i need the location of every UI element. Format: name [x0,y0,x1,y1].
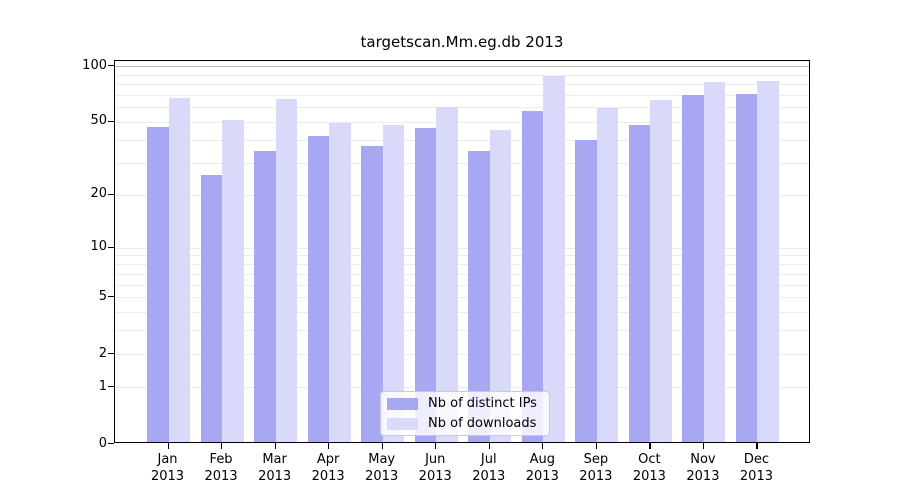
bar-apr-downloads [329,123,351,442]
x-tick-mark-may [381,443,383,449]
y-tick-label-2: 2 [98,345,107,361]
bar-jan-distinct-ips [147,126,169,442]
x-tick-label-jun: Jun 2013 [418,452,452,484]
bar-feb-downloads [222,119,244,442]
bar-jul-downloads [489,130,512,442]
x-tick-label-sep: Sep 2013 [579,452,613,484]
gridline-80 [115,84,809,86]
x-tick-mark-aug [542,443,544,449]
bar-feb-distinct-ips [200,175,223,442]
bar-dec-downloads [757,81,779,442]
y-tick-mark-10 [108,246,114,248]
x-tick-label-mar: Mar 2013 [258,452,292,484]
bar-may-distinct-ips [361,146,383,442]
gridline-3 [115,330,809,332]
x-tick-label-dec: Dec 2013 [739,452,773,484]
gridline-8 [115,264,809,266]
gridline-30 [115,162,809,164]
gridline-70 [115,94,809,96]
legend-label-distinct-ips: Nb of distinct IPs [428,396,537,411]
y-tick-label-1: 1 [98,378,107,394]
x-tick-label-nov: Nov 2013 [686,452,720,484]
bar-nov-downloads [703,82,726,442]
legend-swatch-distinct-ips [387,397,418,410]
bar-oct-downloads [650,100,672,442]
plot-area: Nb of distinct IPs Nb of downloads [114,60,810,443]
x-tick-mark-oct [649,443,651,449]
gridline-1 [115,387,809,389]
chart-title: targetscan.Mm.eg.db 2013 [360,33,564,51]
x-tick-mark-apr [328,443,330,449]
x-tick-mark-nov [702,443,705,449]
x-tick-mark-dec [756,443,758,449]
bar-jun-downloads [436,106,458,442]
legend-label-downloads: Nb of downloads [428,416,537,431]
x-tick-mark-jan [167,443,169,449]
x-tick-label-oct: Oct 2013 [632,452,666,484]
gridline-100 [115,66,809,67]
y-tick-mark-50 [108,120,114,123]
x-tick-mark-feb [221,443,223,449]
bar-mar-distinct-ips [254,150,276,442]
y-tick-mark-2 [108,353,114,355]
y-tick-label-10: 10 [90,239,107,255]
gridline-4 [115,312,809,314]
x-tick-label-jul: Jul 2013 [472,452,506,484]
y-tick-mark-1 [108,386,114,388]
legend-item-distinct-ips: Nb of distinct IPs [387,396,543,411]
gridline-5 [115,297,809,299]
x-tick-label-jan: Jan 2013 [150,452,185,484]
y-tick-label-0: 0 [98,435,107,451]
bar-apr-distinct-ips [307,135,330,442]
legend-item-downloads: Nb of downloads [387,416,543,431]
gridline-20 [115,194,809,196]
gridline-50 [115,121,809,123]
bar-sep-distinct-ips [575,139,597,442]
gridline-60 [115,107,809,109]
y-tick-label-20: 20 [90,186,107,202]
x-tick-label-apr: Apr 2013 [311,452,345,484]
x-tick-mark-jul [488,443,490,449]
bar-mar-downloads [275,98,298,442]
legend: Nb of distinct IPs Nb of downloads [380,391,550,436]
gridline-10 [115,247,809,249]
gridline-6 [115,284,809,286]
y-tick-mark-100 [108,65,114,67]
gridline-40 [115,139,809,141]
y-tick-mark-20 [108,193,114,195]
y-tick-label-5: 5 [98,288,107,304]
gridline-2 [115,354,809,356]
x-tick-mark-sep [595,443,598,449]
y-tick-label-100: 100 [82,57,107,73]
x-tick-label-may: May 2013 [365,452,399,484]
x-tick-mark-jun [435,443,437,449]
gridline-7 [115,273,809,275]
y-tick-mark-5 [108,296,114,298]
bar-nov-distinct-ips [682,95,704,442]
x-tick-label-feb: Feb 2013 [204,452,238,484]
y-tick-mark-0 [108,443,114,445]
bar-sep-downloads [596,108,619,442]
bar-aug-downloads [543,76,565,442]
x-tick-mark-mar [274,443,276,449]
x-tick-label-aug: Aug 2013 [525,452,559,484]
gridline-9 [115,255,809,257]
bar-dec-distinct-ips [735,94,758,442]
gridline-90 [115,74,809,76]
bar-jul-distinct-ips [468,150,490,442]
bar-jan-downloads [168,97,191,442]
bar-oct-distinct-ips [628,124,651,442]
legend-swatch-downloads [387,417,418,430]
bar-may-downloads [382,124,405,442]
bar-jun-distinct-ips [414,128,437,442]
bar-aug-distinct-ips [521,110,544,442]
y-tick-label-50: 50 [90,113,107,129]
